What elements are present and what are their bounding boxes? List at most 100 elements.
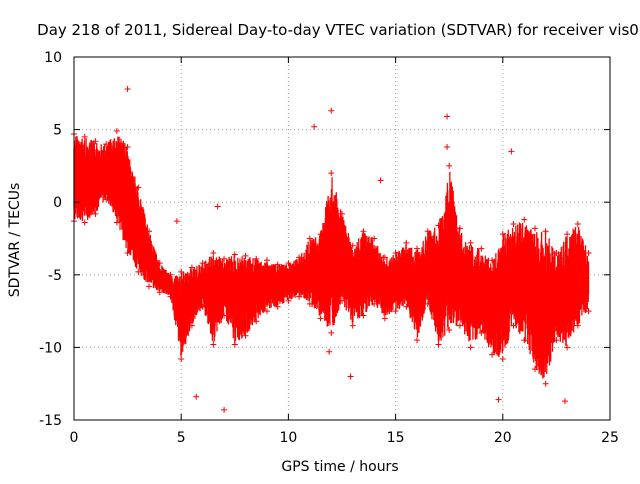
data-point-marker [564, 344, 571, 351]
tick-layer: 0 5 10 15 20 25 -15 -10 -5 0 5 10 [39, 50, 619, 446]
data-point-marker [317, 231, 324, 238]
data-point-outlier [221, 406, 228, 413]
data-point-outlier [347, 373, 354, 380]
data-point-marker [446, 326, 453, 333]
data-point-marker [403, 303, 410, 310]
data-point-marker [178, 268, 185, 275]
data-point-marker [296, 254, 303, 261]
data-point-marker [360, 312, 367, 319]
data-point-marker [210, 341, 217, 348]
y-tick-label: -15 [39, 413, 62, 429]
data-point-marker [478, 245, 485, 252]
x-tick-label: 5 [177, 430, 186, 446]
data-point-marker [542, 380, 549, 387]
data-point-marker [210, 250, 217, 257]
data-point-marker [510, 322, 517, 329]
data-point-marker [467, 344, 474, 351]
data-point-marker [156, 289, 163, 296]
data-point-marker [285, 297, 292, 304]
data-point-outlier [311, 123, 318, 130]
data-point-marker [242, 252, 249, 259]
y-tick-label: 0 [53, 195, 62, 211]
data-point-marker [489, 257, 496, 264]
data-point-marker [263, 257, 270, 264]
x-tick-label: 15 [387, 430, 405, 446]
data-point-outlier [444, 113, 451, 120]
data-point-marker [103, 141, 110, 148]
data-point-outlier [214, 203, 221, 210]
y-axis-label: SDTVAR / TECUs [7, 183, 23, 298]
data-point-marker [231, 251, 238, 258]
data-point-marker [146, 228, 153, 235]
data-point-marker [574, 322, 581, 329]
data-point-marker [553, 250, 560, 257]
data-point-marker [199, 303, 206, 310]
data-point-marker [135, 184, 142, 191]
data-point-outlier [561, 398, 568, 405]
data-point-marker [489, 351, 496, 358]
data-point-marker [328, 170, 335, 177]
data-point-marker [467, 239, 474, 246]
data-point-outlier [495, 396, 502, 403]
frame-layer [73, 56, 611, 421]
data-point-marker [456, 322, 463, 329]
data-point-marker [499, 231, 506, 238]
data-point-marker [392, 250, 399, 257]
data-point-marker [274, 303, 281, 310]
data-point-marker [306, 300, 313, 307]
data-point-marker [349, 322, 356, 329]
data-point-marker [424, 228, 431, 235]
data-point-marker [113, 219, 120, 226]
y-tick-label: 10 [44, 50, 62, 66]
data-point-outlier [124, 85, 131, 92]
data-point-marker [113, 128, 120, 135]
data-point-marker [306, 235, 313, 242]
y-tick-label: -5 [48, 268, 62, 284]
data-point-marker [188, 264, 195, 271]
data-point-outlier [193, 393, 200, 400]
data-point-marker [253, 318, 260, 325]
data-point-marker [542, 228, 549, 235]
data-point-outlier [328, 107, 335, 114]
data-point-marker [92, 138, 99, 145]
data-point-marker [167, 271, 174, 278]
data-point-marker [199, 260, 206, 267]
data-point-marker [339, 297, 345, 304]
data-layer [71, 85, 592, 413]
x-axis-label: GPS time / hours [281, 459, 398, 475]
data-point-outlier [173, 218, 180, 225]
data-point-marker [92, 210, 99, 217]
x-tick-label: 20 [494, 430, 512, 446]
x-tick-label: 10 [279, 430, 297, 446]
data-point-marker [167, 293, 174, 300]
data-point-marker [221, 312, 228, 319]
data-point-outlier [326, 348, 333, 355]
data-point-outlier [444, 144, 451, 151]
data-point-marker [531, 225, 538, 232]
data-point-marker [274, 261, 281, 268]
data-point-marker [564, 231, 571, 238]
data-point-marker [81, 219, 88, 226]
data-point-marker [253, 255, 260, 262]
data-point-marker [456, 225, 463, 232]
data-point-marker [360, 228, 367, 235]
data-point-marker [510, 220, 517, 227]
data-point-marker [574, 220, 581, 227]
y-tick-label: 5 [53, 123, 62, 139]
data-point-marker [585, 308, 592, 315]
data-point-marker [339, 210, 345, 217]
data-point-marker [531, 366, 538, 373]
data-point-marker [371, 235, 378, 242]
data-point-marker [499, 356, 506, 363]
data-point-marker [328, 329, 335, 336]
data-point-marker [317, 315, 324, 322]
chart-title: Day 218 of 2011, Sidereal Day-to-day VTE… [37, 21, 639, 39]
data-point-marker [414, 337, 421, 344]
data-point-marker [156, 260, 163, 267]
data-point-marker [381, 315, 388, 322]
data-point-marker [424, 300, 431, 307]
x-tick-label: 0 [70, 430, 79, 446]
data-point-marker [553, 337, 560, 344]
